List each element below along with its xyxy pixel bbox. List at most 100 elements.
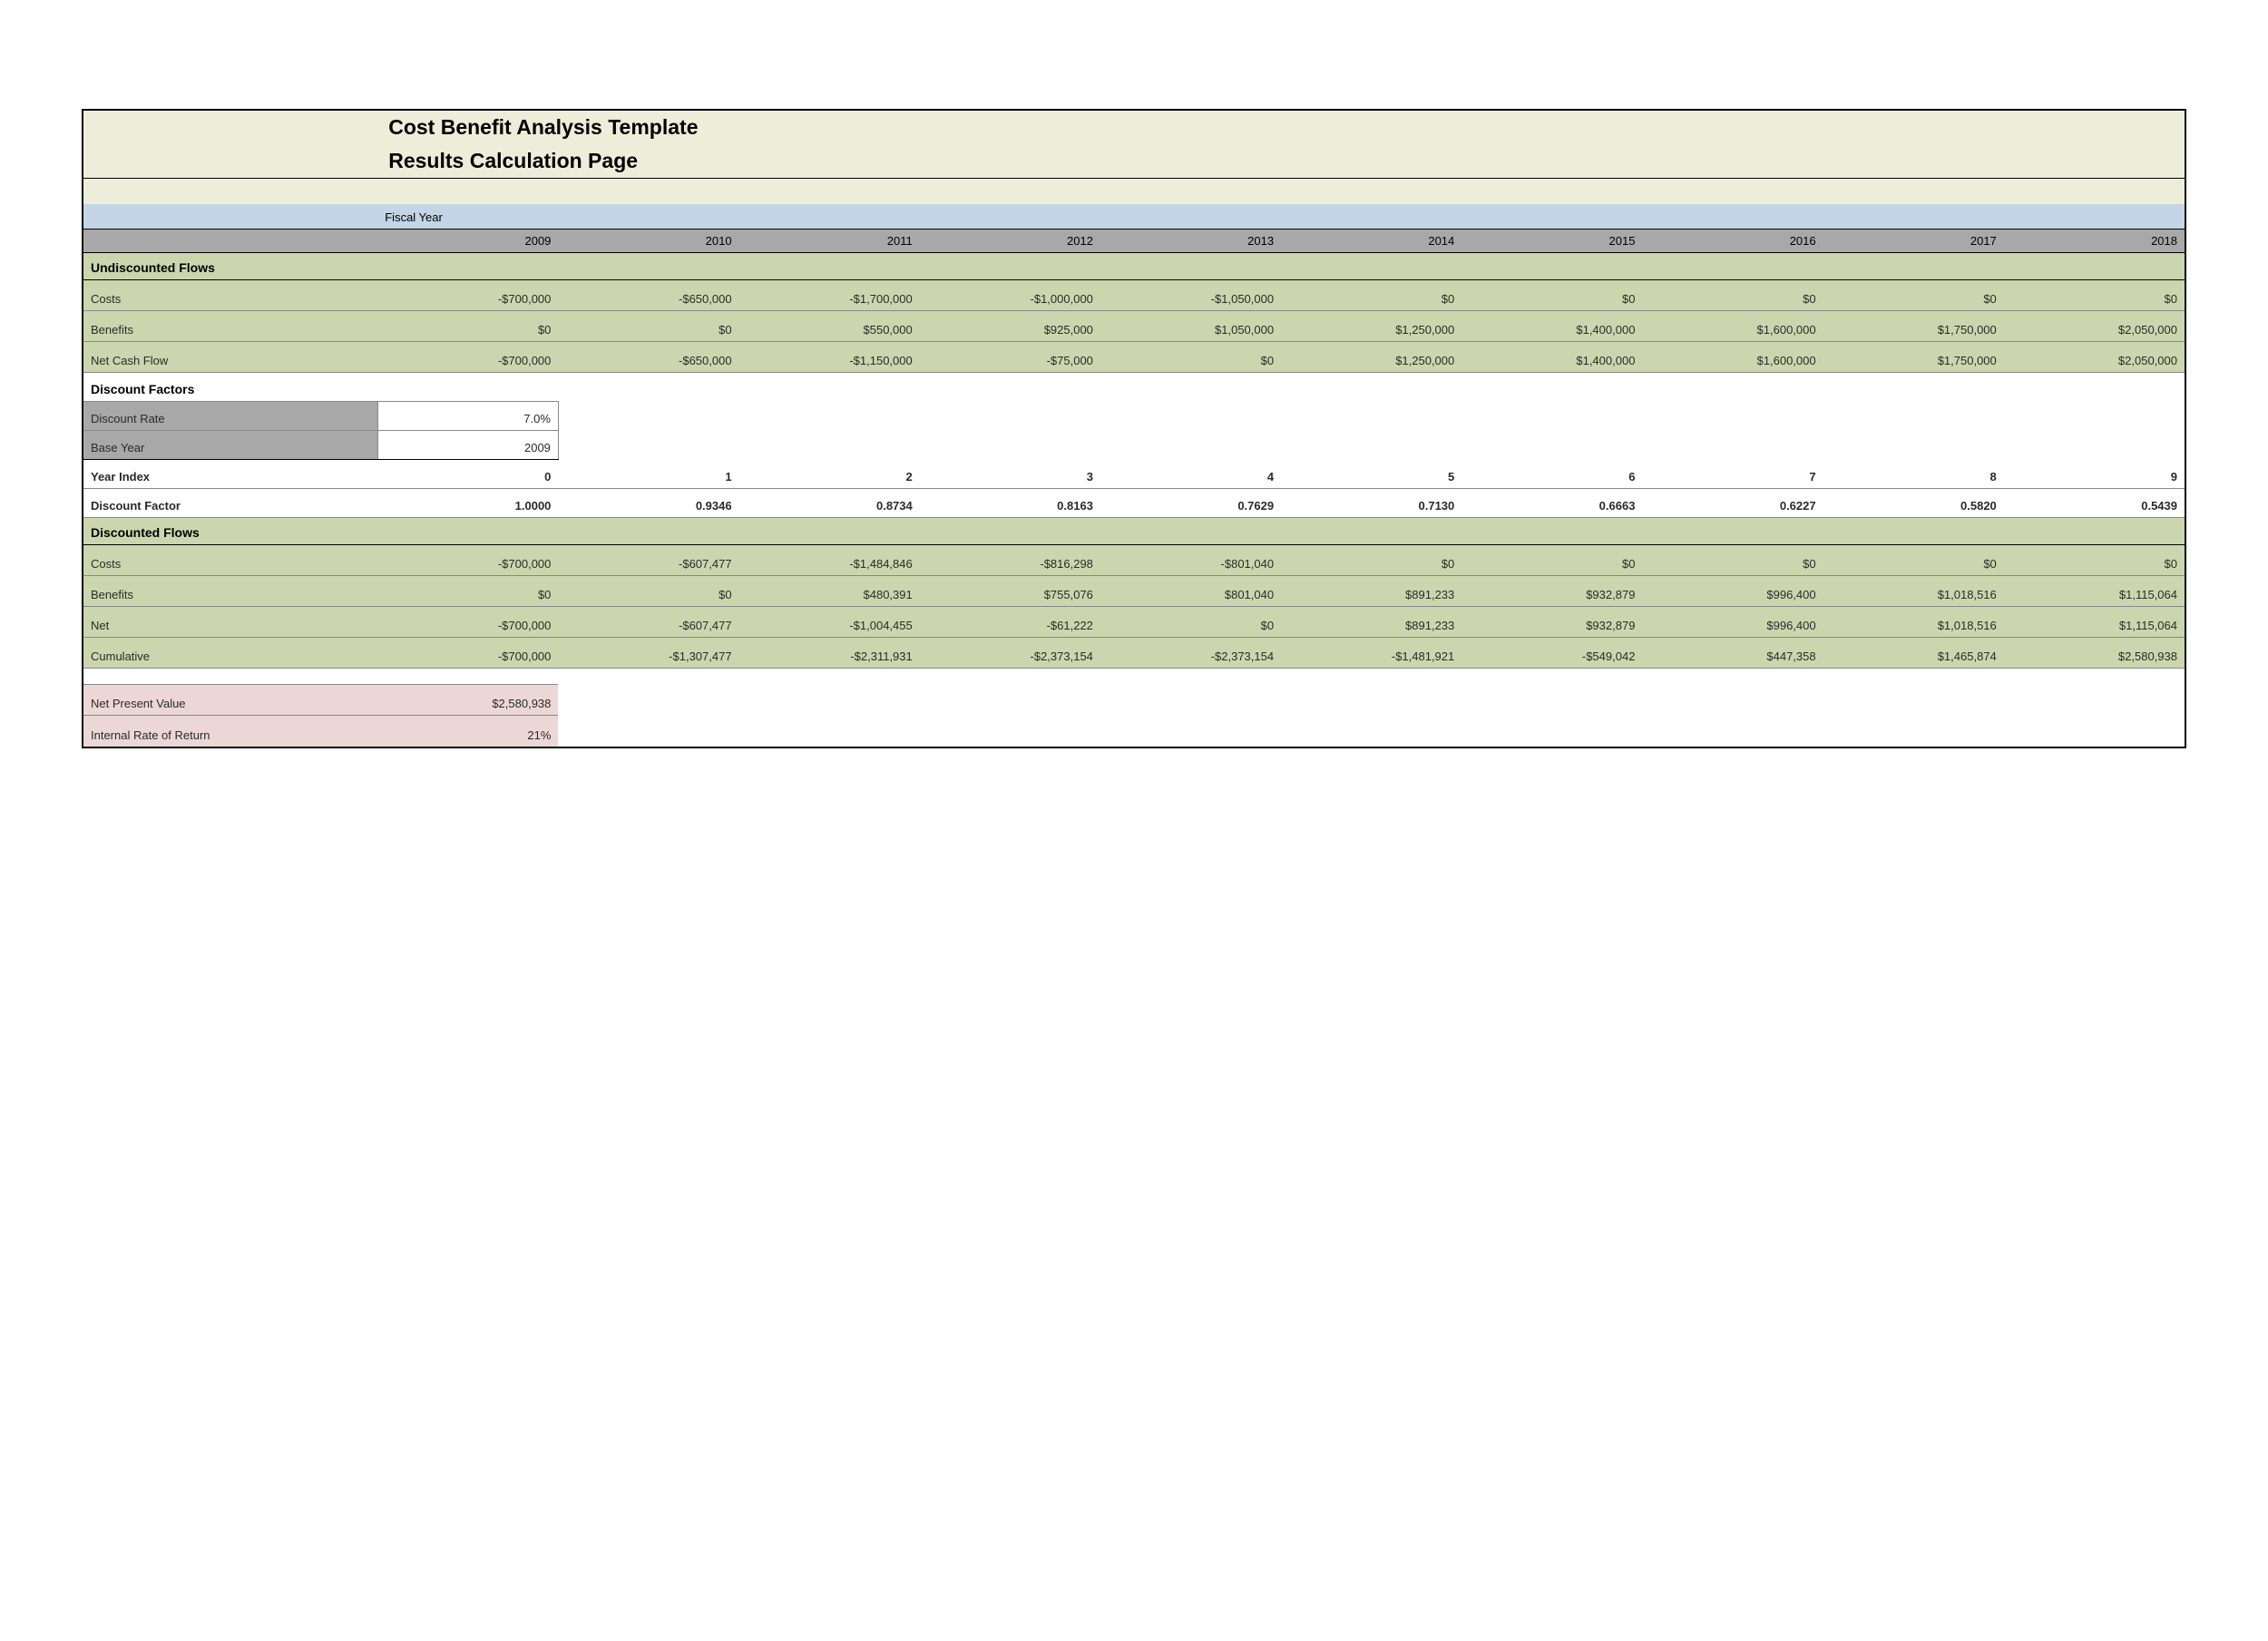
row-label: Cumulative	[83, 638, 377, 669]
disc-cumulative-row: Cumulative -$700,000-$1,307,477-$2,311,9…	[83, 638, 2185, 669]
data-cell: -$700,000	[377, 342, 558, 373]
year-cell: 2009	[377, 230, 558, 253]
data-cell: 2	[739, 460, 920, 489]
data-cell: -$2,311,931	[739, 638, 920, 669]
fiscal-year-row: Fiscal Year	[83, 204, 2185, 230]
data-cell: -$650,000	[558, 280, 738, 311]
data-cell: 0.8734	[739, 489, 920, 518]
year-index-row: Year Index 0123456789	[83, 460, 2185, 489]
data-cell: -$549,042	[1461, 638, 1642, 669]
disc-net-row: Net -$700,000-$607,477-$1,004,455-$61,22…	[83, 607, 2185, 638]
data-cell: $925,000	[920, 311, 1100, 342]
data-cell: 7	[1642, 460, 1823, 489]
data-cell: -$700,000	[377, 280, 558, 311]
benefits-row: Benefits $0$0$550,000$925,000$1,050,000$…	[83, 311, 2185, 342]
row-label: Costs	[83, 280, 377, 311]
irr-value: 21%	[377, 716, 558, 747]
data-cell: -$700,000	[377, 638, 558, 669]
data-cell: $1,465,874	[1823, 638, 2004, 669]
data-cell: 8	[1823, 460, 2004, 489]
data-cell: $550,000	[739, 311, 920, 342]
title-row: Cost Benefit Analysis Template	[83, 111, 2185, 144]
data-cell: 0.8163	[920, 489, 1100, 518]
data-cell: $1,250,000	[1281, 311, 1461, 342]
row-label: Net Present Value	[83, 685, 377, 716]
data-cell: $0	[1461, 545, 1642, 576]
row-label: Base Year	[83, 431, 377, 460]
data-cell: $801,040	[1100, 576, 1281, 607]
data-cell: -$1,000,000	[920, 280, 1100, 311]
row-label: Discount Rate	[83, 402, 377, 431]
data-cell: $0	[1823, 280, 2004, 311]
data-cell: $2,580,938	[2004, 638, 2185, 669]
data-cell: -$75,000	[920, 342, 1100, 373]
subtitle-row: Results Calculation Page	[83, 144, 2185, 179]
npv-value: $2,580,938	[377, 685, 558, 716]
data-cell: -$2,373,154	[1100, 638, 1281, 669]
discount-rate-row: Discount Rate 7.0%	[83, 402, 2185, 431]
undiscounted-section-row: Undiscounted Flows	[83, 253, 2185, 280]
discount-factors-section-row: Discount Factors	[83, 373, 2185, 402]
data-cell: -$1,484,846	[739, 545, 920, 576]
data-cell: $932,879	[1461, 607, 1642, 638]
discounted-section-row: Discounted Flows	[83, 518, 2185, 545]
irr-row: Internal Rate of Return 21%	[83, 716, 2185, 747]
disc-costs-row: Costs -$700,000-$607,477-$1,484,846-$816…	[83, 545, 2185, 576]
data-cell: $0	[558, 311, 738, 342]
data-cell: -$700,000	[377, 607, 558, 638]
data-cell: $480,391	[739, 576, 920, 607]
data-cell: $0	[2004, 545, 2185, 576]
base-year-value[interactable]: 2009	[377, 431, 558, 460]
discounted-label: Discounted Flows	[91, 525, 200, 540]
discount-factor-row: Discount Factor 1.00000.93460.87340.8163…	[83, 489, 2185, 518]
year-cell: 2012	[920, 230, 1100, 253]
data-cell: $0	[1461, 280, 1642, 311]
npv-row: Net Present Value $2,580,938	[83, 685, 2185, 716]
data-cell: $0	[377, 311, 558, 342]
base-year-row: Base Year 2009	[83, 431, 2185, 460]
discount-rate-value[interactable]: 7.0%	[377, 402, 558, 431]
data-cell: $0	[1642, 280, 1823, 311]
spreadsheet: Cost Benefit Analysis Template Results C…	[82, 109, 2186, 748]
row-label: Costs	[83, 545, 377, 576]
data-cell: $1,400,000	[1461, 311, 1642, 342]
row-label: Year Index	[83, 460, 377, 489]
data-cell: $1,018,516	[1823, 607, 2004, 638]
disc-benefits-row: Benefits $0$0$480,391$755,076$801,040$89…	[83, 576, 2185, 607]
data-cell: $0	[2004, 280, 2185, 311]
data-cell: $2,050,000	[2004, 311, 2185, 342]
data-cell: 3	[920, 460, 1100, 489]
row-label: Benefits	[83, 311, 377, 342]
data-cell: 0.6227	[1642, 489, 1823, 518]
data-cell: $0	[1100, 607, 1281, 638]
title-spacer	[83, 179, 2185, 204]
data-cell: 1.0000	[377, 489, 558, 518]
data-cell: $447,358	[1642, 638, 1823, 669]
data-cell: $1,115,064	[2004, 576, 2185, 607]
data-cell: -$61,222	[920, 607, 1100, 638]
data-cell: $1,750,000	[1823, 342, 2004, 373]
row-label: Discount Factor	[83, 489, 377, 518]
spacer-row	[83, 669, 2185, 685]
page-subtitle: Results Calculation Page	[385, 149, 638, 172]
data-cell: 9	[2004, 460, 2185, 489]
data-cell: -$1,050,000	[1100, 280, 1281, 311]
data-cell: -$801,040	[1100, 545, 1281, 576]
data-cell: $891,233	[1281, 607, 1461, 638]
years-header-row: 2009 2010 2011 2012 2013 2014 2015 2016 …	[83, 230, 2185, 253]
year-cell: 2017	[1823, 230, 2004, 253]
year-cell: 2018	[2004, 230, 2185, 253]
data-cell: $1,050,000	[1100, 311, 1281, 342]
data-cell: $0	[1823, 545, 2004, 576]
data-cell: 0.9346	[558, 489, 738, 518]
data-cell: -$1,004,455	[739, 607, 920, 638]
year-cell: 2013	[1100, 230, 1281, 253]
data-cell: 0.6663	[1461, 489, 1642, 518]
year-cell: 2016	[1642, 230, 1823, 253]
data-cell: $932,879	[1461, 576, 1642, 607]
data-cell: $2,050,000	[2004, 342, 2185, 373]
data-cell: 1	[558, 460, 738, 489]
data-cell: 6	[1461, 460, 1642, 489]
year-cell: 2010	[558, 230, 738, 253]
year-cell: 2011	[739, 230, 920, 253]
